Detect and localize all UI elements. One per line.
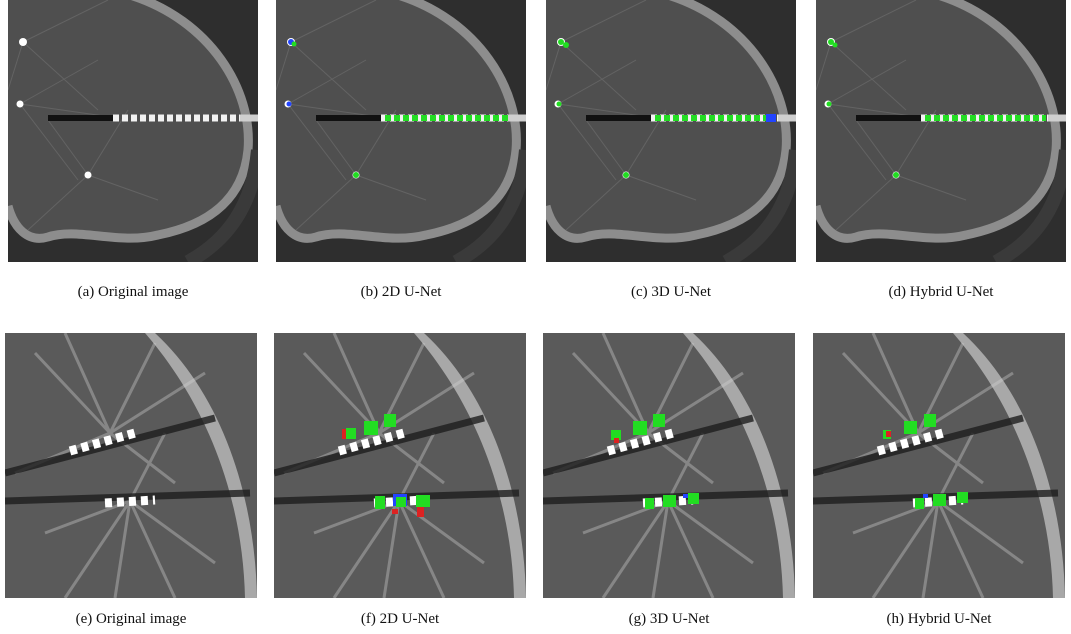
ct-image	[813, 333, 1065, 598]
row-2-images	[5, 333, 1065, 598]
ct-image	[8, 0, 258, 262]
caption: (f) 2D U-Net	[270, 611, 530, 628]
ct-image	[5, 333, 257, 598]
ct-image	[276, 0, 526, 262]
row-1-images	[8, 0, 1066, 262]
caption: (e) Original image	[1, 611, 261, 628]
caption: (b) 2D U-Net	[271, 284, 531, 301]
caption: (d) Hybrid U-Net	[811, 284, 1071, 301]
caption: (g) 3D U-Net	[539, 611, 799, 628]
figure: (a) Original image (b) 2D U-Net (c) 3D U…	[0, 0, 1071, 634]
ct-image	[543, 333, 795, 598]
ct-image	[546, 0, 796, 262]
caption: (h) Hybrid U-Net	[809, 611, 1069, 628]
figure-images	[0, 0, 1071, 634]
caption: (c) 3D U-Net	[541, 284, 801, 301]
caption: (a) Original image	[3, 284, 263, 301]
ct-image	[816, 0, 1066, 262]
ct-image	[274, 333, 526, 598]
